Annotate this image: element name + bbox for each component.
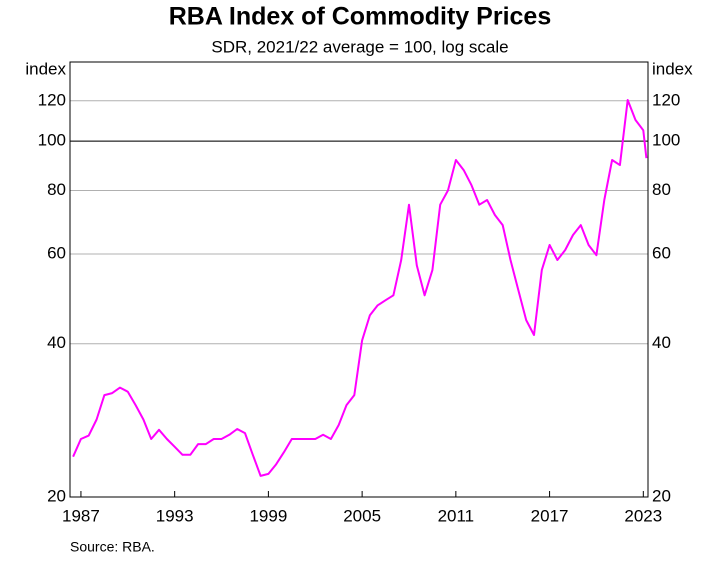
series-line [72, 99, 648, 477]
y-tick-label: 80 [47, 180, 66, 199]
y-tick-label: 20 [47, 486, 66, 505]
y2-tick-label: 100 [652, 131, 680, 150]
x-tick-label: 2023 [624, 506, 662, 525]
source-note: Source: RBA. [70, 539, 155, 555]
x-tick-label: 2005 [343, 506, 381, 525]
plot-frame [69, 61, 649, 498]
x-tick-label: 1987 [62, 506, 100, 525]
y2-tick-label: 40 [652, 333, 671, 352]
x-tick-label: 2017 [531, 506, 569, 525]
y-axis-label: index [25, 59, 66, 78]
y2-tick-label: 80 [652, 180, 671, 199]
chart-subtitle: SDR, 2021/22 average = 100, log scale [211, 37, 508, 56]
x-tick-label: 2011 [438, 506, 475, 525]
chart-title: RBA Index of Commodity Prices [169, 3, 551, 31]
y-tick-label: 40 [47, 333, 66, 352]
y2-tick-label: 120 [652, 90, 680, 109]
y2-tick-label: 60 [652, 244, 671, 263]
x-tick-label: 1999 [249, 506, 287, 525]
y-tick-label: 100 [38, 131, 66, 150]
y-tick-label: 60 [47, 244, 66, 263]
x-tick-label: 1993 [156, 506, 194, 525]
y2-tick-label: 20 [652, 486, 671, 505]
y2-axis-label: index [652, 59, 693, 78]
y-tick-label: 120 [38, 90, 66, 109]
